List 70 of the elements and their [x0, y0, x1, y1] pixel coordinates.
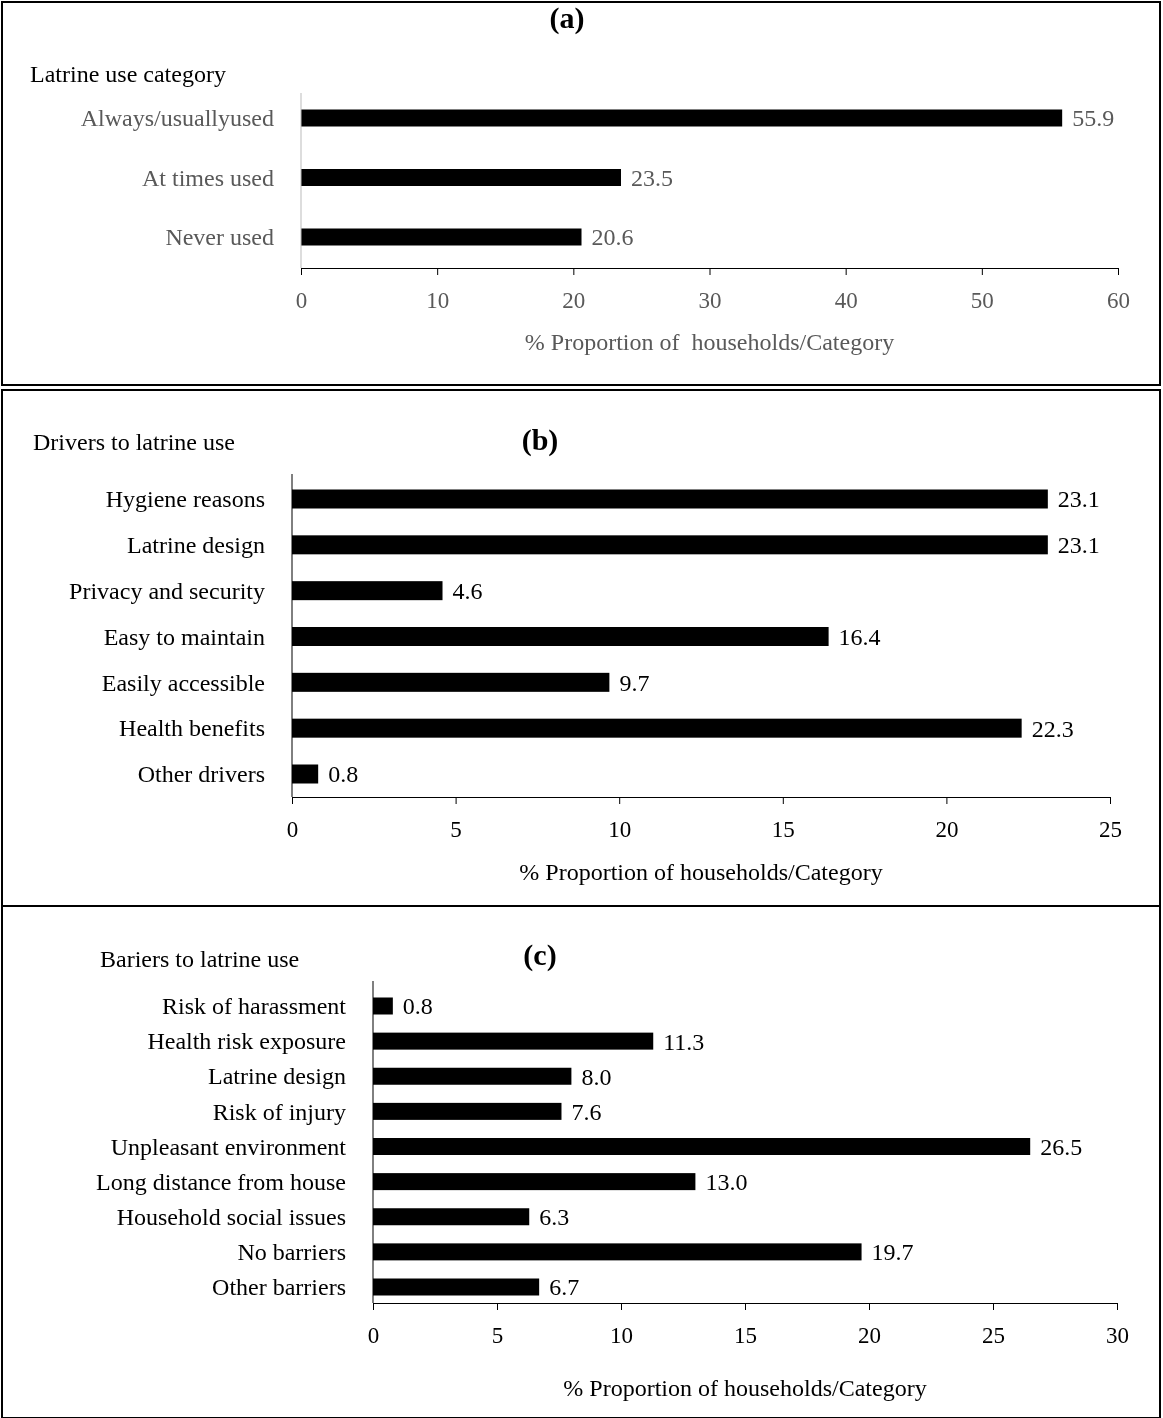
data-label: 22.3: [1031, 715, 1074, 742]
x-tick-label: 30: [698, 287, 722, 313]
x-tick-label: 10: [608, 816, 632, 842]
x-tick-label: 15: [734, 1322, 757, 1348]
y-tick-label: Other barriers: [212, 1274, 346, 1301]
y-tick-label: Health benefits: [119, 715, 265, 742]
y-tick-label: Easy to maintain: [103, 623, 265, 650]
y-tick-label: Household social issues: [116, 1203, 346, 1230]
x-tick-label: 0: [367, 1322, 380, 1348]
chart-title: (b): [521, 423, 559, 457]
x-tick-label: 5: [450, 816, 462, 842]
y-tick-label: Latrine design: [127, 532, 265, 559]
x-tick-label: 10: [610, 1322, 633, 1348]
x-tick-label: 5: [491, 1322, 504, 1348]
data-label: 19.7: [871, 1239, 914, 1266]
x-tick-label: 30: [1106, 1322, 1129, 1348]
bar: [301, 228, 582, 246]
data-label: 6.7: [549, 1274, 580, 1301]
x-tick-label: 60: [1107, 287, 1130, 313]
y-axis-title: Latrine use category: [30, 61, 226, 87]
data-label: 11.3: [663, 1028, 705, 1055]
x-tick-label: 50: [970, 287, 994, 313]
y-tick-label: Other drivers: [137, 761, 265, 788]
y-tick-label: Risk of injury: [212, 1098, 346, 1125]
data-label: 20.6: [591, 224, 634, 251]
x-axis-title: % Proportion of households/Category: [563, 1375, 927, 1401]
bar: [301, 109, 1063, 127]
y-tick-label: Always/usuallyused: [80, 105, 274, 132]
y-tick-label: Never used: [165, 224, 274, 251]
y-tick-label: Latrine design: [208, 1063, 346, 1090]
data-label: 16.4: [838, 623, 881, 650]
x-tick-label: 0: [295, 287, 308, 313]
x-axis-title: % Proportion of households/Category: [524, 329, 895, 355]
y-tick-label: No barriers: [237, 1239, 346, 1266]
data-label: 0.8: [328, 761, 359, 788]
x-tick-label: 0: [286, 816, 299, 842]
x-tick-label: 20: [935, 816, 959, 842]
y-tick-label: Risk of harassment: [162, 993, 347, 1020]
y-tick-label: Unpleasant environment: [110, 1133, 347, 1160]
y-tick-label: Hygiene reasons: [105, 486, 265, 513]
data-label: 7.6: [571, 1098, 602, 1125]
x-tick-label: 20: [858, 1322, 881, 1348]
data-label: 23.1: [1057, 486, 1100, 513]
data-label: 4.6: [452, 578, 483, 605]
data-label: 23.5: [630, 164, 673, 191]
y-axis-title: Bariers to latrine use: [100, 946, 300, 972]
y-axis-title: Drivers to latrine use: [33, 429, 235, 455]
data-label: 6.3: [539, 1204, 570, 1231]
bar: [301, 169, 621, 186]
data-label: 9.7: [619, 669, 650, 696]
x-axis-title: % Proportion of households/Category: [519, 859, 883, 885]
data-label: 23.1: [1057, 532, 1100, 559]
y-tick-label: Health risk exposure: [147, 1028, 346, 1055]
y-tick-label: Easily accessible: [101, 669, 265, 696]
data-label: 26.5: [1040, 1133, 1083, 1160]
data-label: 13.0: [705, 1169, 748, 1196]
chart-title: (c): [523, 938, 557, 972]
x-tick-label: 20: [562, 287, 586, 313]
data-label: 0.8: [402, 993, 433, 1020]
chart-title: (a): [549, 1, 585, 35]
x-tick-label: 10: [426, 287, 450, 313]
data-label: 8.0: [581, 1063, 612, 1090]
y-tick-label: At times used: [142, 164, 274, 191]
data-label: 55.9: [1072, 105, 1115, 132]
x-tick-label: 25: [982, 1322, 1005, 1348]
y-tick-label: Long distance from house: [96, 1168, 346, 1195]
x-tick-label: 40: [834, 287, 858, 313]
x-tick-label: 25: [1099, 816, 1122, 842]
y-tick-label: Privacy and security: [69, 577, 265, 604]
x-tick-label: 15: [771, 816, 795, 842]
